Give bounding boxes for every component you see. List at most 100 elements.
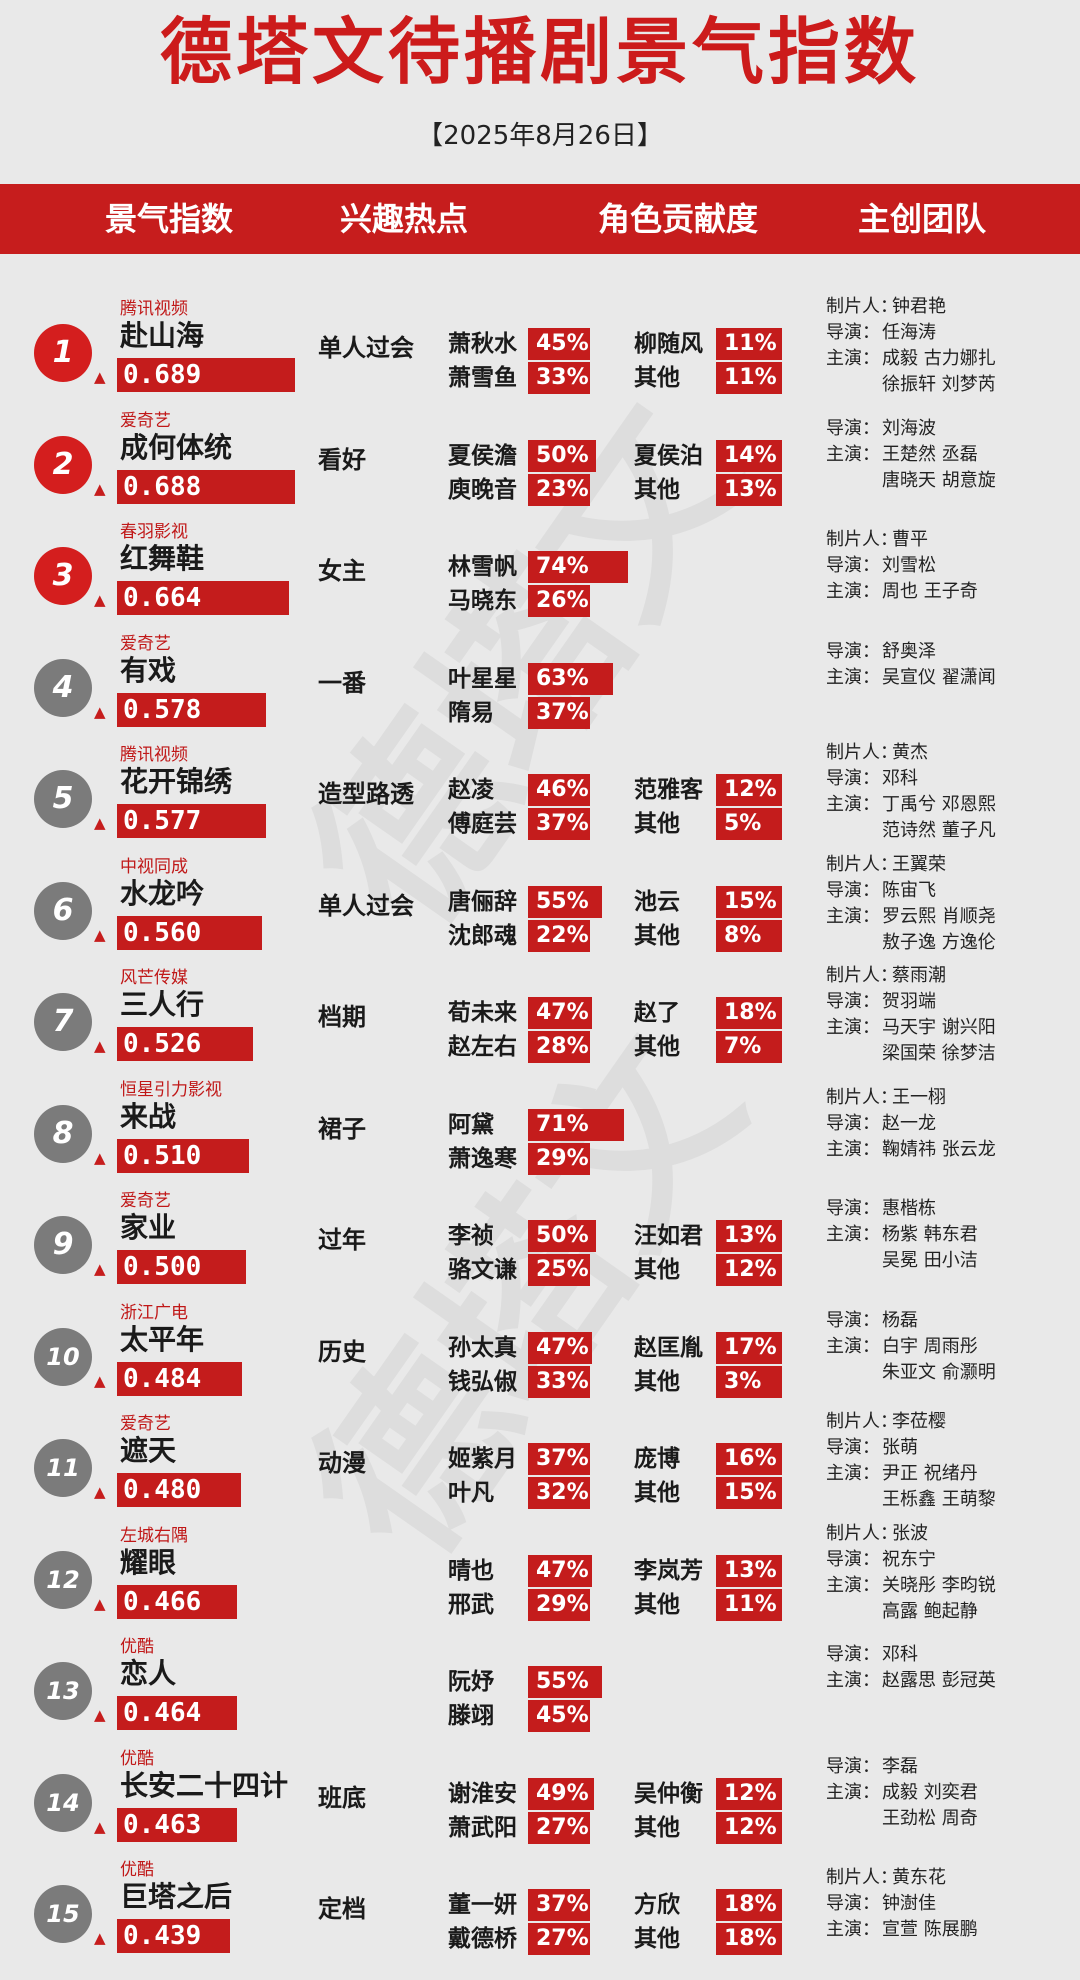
creative-team: 导演： 舒奥泽 主演： 吴宣仪 翟潇闻 bbox=[826, 639, 996, 691]
role-name: 叶星星 bbox=[448, 665, 517, 692]
table-row: 12 左城右隅 耀眼 ▲ 0.466 晴也 47% 李岚芳 13% 邢武 29% 其他 11% 制片人：张… bbox=[0, 1517, 1080, 1629]
score-bar bbox=[117, 1027, 253, 1061]
platform-label: 春羽影视 bbox=[120, 522, 188, 542]
score-bar bbox=[117, 1250, 246, 1284]
team-line: 主演： 周也 王子奇 bbox=[826, 579, 978, 605]
role-name: 方欣 bbox=[634, 1892, 680, 1918]
team-names: 张萌 bbox=[882, 1437, 918, 1458]
platform-label: 优酷 bbox=[120, 1860, 154, 1880]
role-name: 夏侯澹 bbox=[448, 442, 517, 469]
hotspot-label: 档期 bbox=[318, 1003, 366, 1031]
team-line: 范诗然 董子凡 bbox=[826, 818, 996, 844]
role-name: 萧武阳 bbox=[448, 1814, 517, 1841]
role-percent: 55% bbox=[528, 885, 602, 918]
team-line: 主演： 成毅 古力娜扎 bbox=[826, 346, 996, 372]
rank-badge: 9 bbox=[34, 1216, 92, 1274]
team-line: 徐振轩 刘梦芮 bbox=[826, 372, 996, 398]
team-role: 主演： bbox=[826, 1781, 880, 1803]
team-names: 杨紫 韩东君 bbox=[882, 1224, 978, 1245]
role-percent: 25% bbox=[528, 1254, 590, 1286]
table-row: 6 中视同成 水龙吟 ▲ 0.560 单人过会 唐俪辞 55% 池云 15% 沈郎魂 22% 其他 8% 制… bbox=[0, 848, 1080, 960]
show-title: 来战 bbox=[120, 1099, 177, 1133]
score-bar bbox=[117, 915, 262, 950]
team-role: 制片人： bbox=[826, 965, 898, 986]
role-name: 其他 bbox=[634, 1814, 680, 1841]
platform-label: 爱奇艺 bbox=[120, 633, 171, 654]
role-percent: 29% bbox=[528, 1588, 590, 1621]
team-names: 赵露思 彭冠英 bbox=[882, 1670, 996, 1691]
team-names: 尹正 祝绪丹 bbox=[882, 1463, 978, 1484]
role-percent: 7% bbox=[716, 1031, 782, 1063]
role-name: 晴也 bbox=[448, 1557, 494, 1584]
team-names: 刘雪松 bbox=[882, 555, 936, 576]
rank-badge: 4 bbox=[34, 658, 92, 717]
role-percent: 71% bbox=[528, 1108, 624, 1141]
team-names: 舒奥泽 bbox=[882, 640, 936, 662]
role-percent: 74% bbox=[528, 551, 628, 583]
role-percent: 37% bbox=[528, 808, 590, 840]
team-role: 制片人： bbox=[826, 742, 898, 763]
role-name: 李祯 bbox=[448, 1223, 494, 1249]
team-line: 导演： 舒奥泽 bbox=[826, 639, 996, 665]
role-percent: 15% bbox=[716, 885, 782, 918]
team-role: 导演： bbox=[826, 417, 880, 439]
team-role: 导演： bbox=[826, 1198, 880, 1219]
team-names: 李莅樱 bbox=[892, 1411, 946, 1432]
rank-badge: 13 bbox=[34, 1662, 92, 1720]
show-title: 花开锦绣 bbox=[120, 765, 233, 798]
team-role: 制片人： bbox=[826, 853, 898, 875]
role-name: 其他 bbox=[634, 365, 680, 391]
show-title: 长安二十四计 bbox=[120, 1768, 289, 1802]
platform-label: 爱奇艺 bbox=[120, 410, 171, 431]
team-role: 主演： bbox=[826, 1017, 880, 1038]
team-line: 制片人：黄杰 bbox=[826, 740, 996, 766]
role-percent: 55% bbox=[528, 1666, 602, 1698]
team-role: 主演： bbox=[826, 794, 880, 815]
role-percent: 28% bbox=[528, 1031, 590, 1063]
role-percent: 33% bbox=[528, 1365, 590, 1398]
role-name: 赵匡胤 bbox=[634, 1334, 703, 1361]
table-row: 5 腾讯视频 花开锦绣 ▲ 0.577 造型路透 赵凌 46% 范雅客 12% 傅庭芸 37% 其他 5%… bbox=[0, 736, 1080, 848]
team-names: 王栎鑫 王萌黎 bbox=[882, 1489, 996, 1510]
role-name: 其他 bbox=[634, 1591, 680, 1618]
table-row: 8 恒星引力影视 来战 ▲ 0.510 裙子 阿黛 71% 萧逸寒 29% 制片人：王一栩 导演： 赵一… bbox=[0, 1071, 1080, 1183]
creative-team: 制片人：张波 导演： 祝东宁 主演： 关晓彤 李昀锐 高露 鲍起静 bbox=[826, 1521, 996, 1625]
score-bar bbox=[117, 358, 295, 392]
role-percent: 23% bbox=[528, 473, 590, 506]
team-names: 黄杰 bbox=[892, 742, 928, 763]
team-names: 鞠婧祎 张云龙 bbox=[882, 1138, 996, 1160]
team-role: 制片人： bbox=[826, 1411, 898, 1432]
trend-up-icon: ▲ bbox=[94, 814, 106, 832]
role-percent: 11% bbox=[716, 362, 782, 394]
team-line: 导演： 惠楷栋 bbox=[826, 1196, 978, 1222]
creative-team: 制片人：王一栩 导演： 赵一龙 主演： 鞠婧祎 张云龙 bbox=[826, 1085, 996, 1163]
hotspot-label: 过年 bbox=[318, 1226, 366, 1254]
team-names: 任海涛 bbox=[882, 322, 936, 343]
platform-label: 左城右隅 bbox=[120, 1525, 188, 1546]
role-percent: 14% bbox=[716, 439, 782, 472]
role-percent: 45% bbox=[528, 1700, 590, 1732]
team-names: 钟澍佳 bbox=[882, 1893, 936, 1914]
team-role: 导演： bbox=[826, 322, 880, 343]
show-title: 耀眼 bbox=[120, 1545, 177, 1579]
show-title: 成何体统 bbox=[120, 430, 233, 464]
role-percent: 45% bbox=[528, 328, 590, 360]
creative-team: 制片人：蔡雨潮 导演： 贺羽端 主演： 马天宇 谢兴阳 梁国荣 徐梦洁 bbox=[826, 963, 996, 1067]
team-line: 导演： 刘雪松 bbox=[826, 553, 978, 579]
team-role: 导演： bbox=[826, 1309, 880, 1331]
role-percent: 18% bbox=[716, 1889, 782, 1921]
team-names: 成毅 刘奕君 bbox=[882, 1781, 978, 1803]
role-name: 傅庭芸 bbox=[448, 811, 517, 837]
team-names: 邓科 bbox=[882, 768, 918, 789]
show-title: 三人行 bbox=[120, 988, 205, 1021]
team-role: 主演： bbox=[826, 1670, 880, 1691]
role-name: 其他 bbox=[634, 811, 680, 837]
score-value: 0.689 bbox=[123, 360, 202, 390]
role-name: 沈郎魂 bbox=[448, 922, 517, 949]
show-title: 有戏 bbox=[120, 653, 177, 687]
team-role: 导演： bbox=[826, 1437, 880, 1458]
table-row: 14 优酷 长安二十四计 ▲ 0.463 班底 谢淮安 49% 吴仲衡 12% 萧武阳 27% 其他 12… bbox=[0, 1740, 1080, 1852]
trend-up-icon: ▲ bbox=[94, 1706, 106, 1724]
team-names: 范诗然 董子凡 bbox=[882, 820, 996, 841]
trend-up-icon: ▲ bbox=[94, 1260, 106, 1278]
